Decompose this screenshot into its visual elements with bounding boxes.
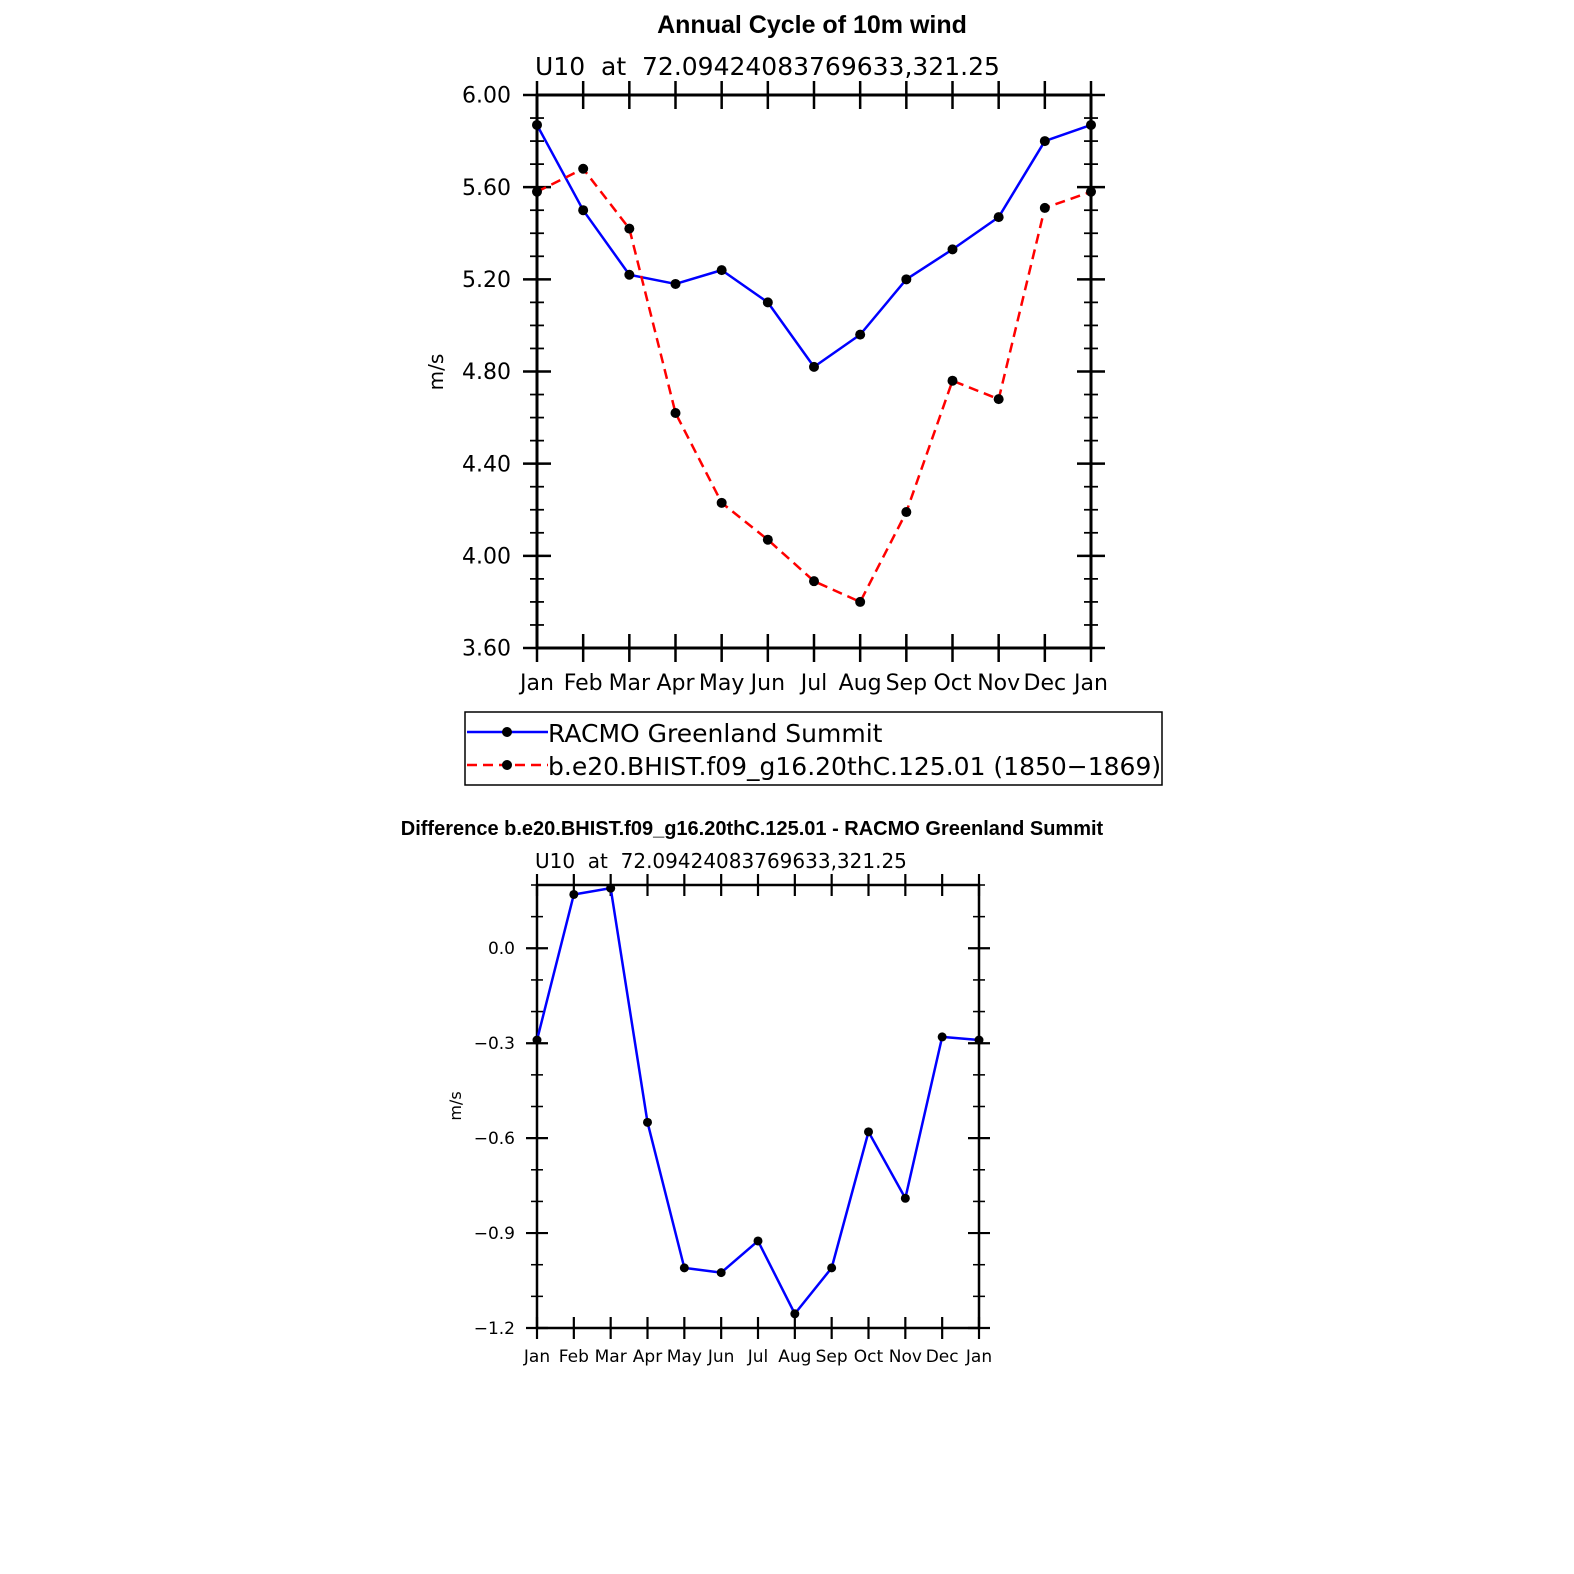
chart1-title: Annual Cycle of 10m wind (657, 11, 967, 39)
x-tick-label: Mar (595, 1347, 627, 1367)
series-1-point (532, 186, 542, 197)
series-0-point (532, 119, 542, 130)
chart1-subtitle: U10 at 72.09424083769633,321.25 (535, 52, 1000, 81)
chart2-x-tick-labels: Jan Feb Mar Apr May Jun Jul Aug Sep Oct Nov Dec Jan (523, 1347, 992, 1367)
series-0-point (901, 274, 912, 285)
series-0-point (716, 265, 727, 276)
x-tick-label: Oct (933, 671, 971, 696)
y-tick-label: −1.2 (474, 1319, 515, 1339)
series-1-point (716, 497, 727, 508)
series-0-point (855, 329, 866, 340)
legend-model-marker (502, 760, 512, 770)
series-1-point (809, 576, 819, 587)
x-tick-label: Jul (799, 671, 828, 696)
x-tick-label: Jan (1072, 671, 1108, 696)
x-tick-label: Feb (559, 1347, 589, 1367)
x-tick-label: May (667, 1347, 702, 1367)
chart1-x-tick-labels: Jan Feb Mar Apr May Jun Jul Aug Sep Oct Nov Dec Jan (518, 671, 1108, 696)
series-0-point (532, 1035, 542, 1045)
y-tick-label: 4.40 (462, 452, 511, 477)
series-0-point (762, 297, 773, 308)
series-1-point (670, 407, 681, 418)
series-0-point (624, 269, 635, 280)
x-tick-label: May (699, 671, 744, 696)
legend-model-label: b.e20.BHIST.f09_g16.20thC.125.01 (1850−1… (548, 752, 1161, 781)
chart1-series (532, 119, 1096, 607)
x-tick-label: Apr (656, 671, 695, 696)
series-0-point (679, 1263, 689, 1273)
legend-racmo-marker (502, 727, 512, 737)
chart2-y-axis-label: m/s (446, 1091, 465, 1120)
series-0-point (578, 205, 589, 216)
series-0-point (716, 1268, 726, 1278)
series-0-point (1039, 136, 1050, 147)
series-1-point (1039, 202, 1050, 213)
series-1-point (901, 507, 912, 518)
series-0-point (900, 1193, 910, 1203)
x-tick-label: Aug (839, 671, 882, 696)
series-1-point (624, 223, 635, 234)
y-tick-label: 4.80 (462, 360, 511, 385)
x-tick-label: Oct (854, 1347, 884, 1367)
y-tick-label: −0.9 (474, 1224, 515, 1244)
chart2-y-tick-labels: −1.2 −0.9 −0.6 −0.3 0.0 (474, 939, 515, 1339)
x-tick-label: Aug (778, 1347, 811, 1367)
y-tick-label: −0.6 (474, 1129, 515, 1149)
x-tick-label: Sep (886, 671, 927, 696)
x-tick-label: Mar (609, 671, 651, 696)
chart2-series (532, 883, 984, 1319)
y-tick-label: 3.60 (462, 637, 511, 662)
x-tick-label: Jan (518, 671, 554, 696)
series-0-point (753, 1236, 763, 1246)
chart1-ticks (523, 81, 1105, 662)
legend-frame (464, 711, 1163, 786)
x-tick-label: Jan (523, 1347, 550, 1367)
x-tick-label: Jan (965, 1347, 992, 1367)
x-tick-label: Nov (977, 671, 1020, 696)
series-1-point (762, 534, 773, 545)
x-tick-label: Jul (747, 1347, 769, 1367)
x-tick-label: Jun (707, 1347, 735, 1367)
series-1-point (1086, 186, 1096, 197)
series-1-point (947, 375, 958, 386)
x-tick-label: Jun (749, 671, 785, 696)
x-tick-label: Apr (633, 1347, 662, 1367)
annual-cycle-chart: Annual Cycle of 10m wind U10 at 72.09424… (424, 11, 1163, 786)
series-1-point (855, 596, 866, 607)
series-1-point (993, 394, 1004, 405)
y-tick-label: −0.3 (474, 1034, 515, 1054)
y-tick-label: 0.0 (488, 939, 515, 959)
series-0-point (569, 889, 579, 899)
y-tick-label: 6.00 (462, 84, 511, 109)
series-0-point (1086, 119, 1096, 130)
series-0-point (993, 212, 1004, 223)
y-tick-label: 4.00 (462, 545, 511, 570)
series-0-point (947, 244, 958, 255)
series-1-point (578, 163, 589, 174)
chart1-legend: RACMO Greenland Summit b.e20.BHIST.f09_g… (464, 711, 1163, 786)
series-0-point (827, 1263, 837, 1273)
series-0-point (809, 361, 819, 372)
x-tick-label: Feb (564, 671, 603, 696)
chart1-y-tick-labels: 3.60 4.00 4.40 4.80 5.20 5.60 6.00 (462, 84, 511, 662)
y-tick-label: 5.20 (462, 268, 511, 293)
series-0-point (643, 1117, 652, 1127)
x-tick-label: Nov (889, 1347, 922, 1367)
chart2-subtitle: U10 at 72.09424083769633,321.25 (535, 849, 907, 873)
x-tick-label: Dec (1024, 671, 1067, 696)
series-0-point (937, 1032, 947, 1042)
x-tick-label: Sep (816, 1347, 848, 1367)
difference-chart: Difference b.e20.BHIST.f09_g16.20thC.125… (401, 818, 1104, 1367)
legend-racmo-label: RACMO Greenland Summit (548, 719, 883, 748)
series-0-point (974, 1035, 984, 1045)
chart1-y-axis-label: m/s (424, 354, 448, 391)
series-0-point (790, 1309, 800, 1319)
series-0-point (670, 278, 681, 289)
series-0-point (864, 1127, 873, 1137)
x-tick-label: Dec (926, 1347, 959, 1367)
chart2-title: Difference b.e20.BHIST.f09_g16.20thC.125… (401, 818, 1104, 840)
y-tick-label: 5.60 (462, 176, 511, 201)
series-0-point (606, 883, 616, 893)
